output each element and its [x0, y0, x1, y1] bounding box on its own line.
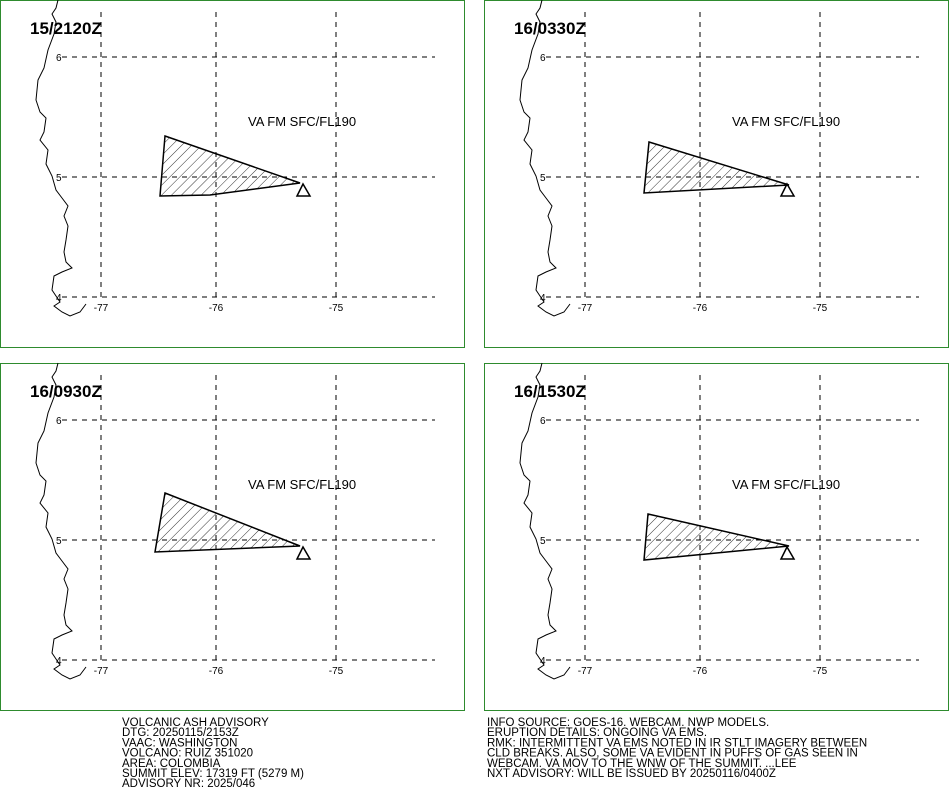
ash-cloud	[159, 134, 301, 197]
coastline	[519, 0, 571, 317]
volcano-symbol	[779, 182, 796, 197]
lon-label: -77	[94, 666, 109, 677]
lat-label: 5	[56, 173, 62, 184]
lon-label: -77	[578, 666, 593, 677]
advisory-line: VAAC: WASHINGTON	[122, 737, 237, 749]
ash-cloud	[154, 491, 301, 553]
lat-label: 4	[56, 656, 62, 667]
advisory-line: RMK: INTERMITTENT VA EMS NOTED IN IR STL…	[487, 737, 867, 749]
panel-time: 16/0330Z	[514, 19, 586, 38]
map-panel: 6 5 4 -77 -76 -75 16/0930Z VA FM SFC/FL190	[0, 362, 465, 711]
panel-frame	[484, 363, 949, 711]
lat-label: 6	[540, 416, 546, 427]
panel-time: 16/1530Z	[514, 382, 586, 401]
ash-cloud	[643, 141, 790, 194]
lat-label: 5	[56, 536, 62, 547]
lat-label: 6	[56, 53, 62, 64]
advisory-line: ERUPTION DETAILS: ONGOING VA EMS.	[487, 727, 707, 739]
advisory-line: WEBCAM. VA MOV TO THE WNW OF THE SUMMIT.…	[487, 758, 797, 770]
lon-label: -77	[578, 303, 593, 314]
ash-cloud	[643, 513, 790, 561]
lat-label: 5	[540, 536, 546, 547]
advisory-line: VOLCANIC ASH ADVISORY	[122, 717, 269, 729]
advisory-line: CLD BREAKS. ALSO, SOME VA EVIDENT IN PUF…	[487, 748, 858, 760]
ash-label: VA FM SFC/FL190	[248, 114, 356, 129]
advisory-line: VOLCANO: RUIZ 351020	[122, 748, 253, 760]
lat-label: 6	[56, 416, 62, 427]
lat-label: 6	[540, 53, 546, 64]
volcano-symbol	[295, 545, 312, 560]
ash-label: VA FM SFC/FL190	[732, 114, 840, 129]
lon-label: -75	[329, 303, 344, 314]
volcano-symbol	[295, 182, 312, 197]
panel-time: 16/0930Z	[30, 382, 102, 401]
coastline	[519, 362, 571, 680]
coastline	[35, 362, 87, 680]
panel-frame	[0, 0, 465, 348]
lat-label: 4	[56, 293, 62, 304]
panel-frame	[0, 363, 465, 711]
lon-label: -75	[329, 666, 344, 677]
map-panel: 6 5 4 -77 -76 -75 16/0330Z VA FM SFC/FL190	[484, 0, 949, 348]
advisory-line: DTG: 20250115/2153Z	[122, 727, 239, 739]
advisory-line: INFO SOURCE: GOES-16. WEBCAM. NWP MODELS…	[487, 717, 769, 729]
lon-label: -76	[693, 666, 708, 677]
advisory-line: ADVISORY NR: 2025/046	[122, 778, 255, 790]
map-panel: 6 5 4 -77 -76 -75 15/2120Z VA FM SFC/FL190	[0, 0, 465, 348]
panel-time: 15/2120Z	[30, 19, 102, 38]
lon-label: -75	[813, 666, 828, 677]
lon-label: -76	[209, 303, 224, 314]
lon-label: -76	[693, 303, 708, 314]
panel-frame	[484, 0, 949, 348]
lat-label: 4	[540, 656, 546, 667]
advisory-line: AREA: COLOMBIA	[122, 758, 221, 770]
coastline	[35, 0, 87, 317]
lat-label: 4	[540, 293, 546, 304]
lon-label: -77	[94, 303, 109, 314]
lon-label: -75	[813, 303, 828, 314]
ash-label: VA FM SFC/FL190	[248, 477, 356, 492]
map-panel: 6 5 4 -77 -76 -75 16/1530Z VA FM SFC/FL190	[484, 362, 949, 711]
lat-label: 5	[540, 173, 546, 184]
lon-label: -76	[209, 666, 224, 677]
advisory-line: SUMMIT ELEV: 17319 FT (5279 M)	[122, 768, 304, 780]
volcano-symbol	[779, 545, 796, 560]
advisory-line: NXT ADVISORY: WILL BE ISSUED BY 20250116…	[487, 768, 776, 780]
ash-label: VA FM SFC/FL190	[732, 477, 840, 492]
